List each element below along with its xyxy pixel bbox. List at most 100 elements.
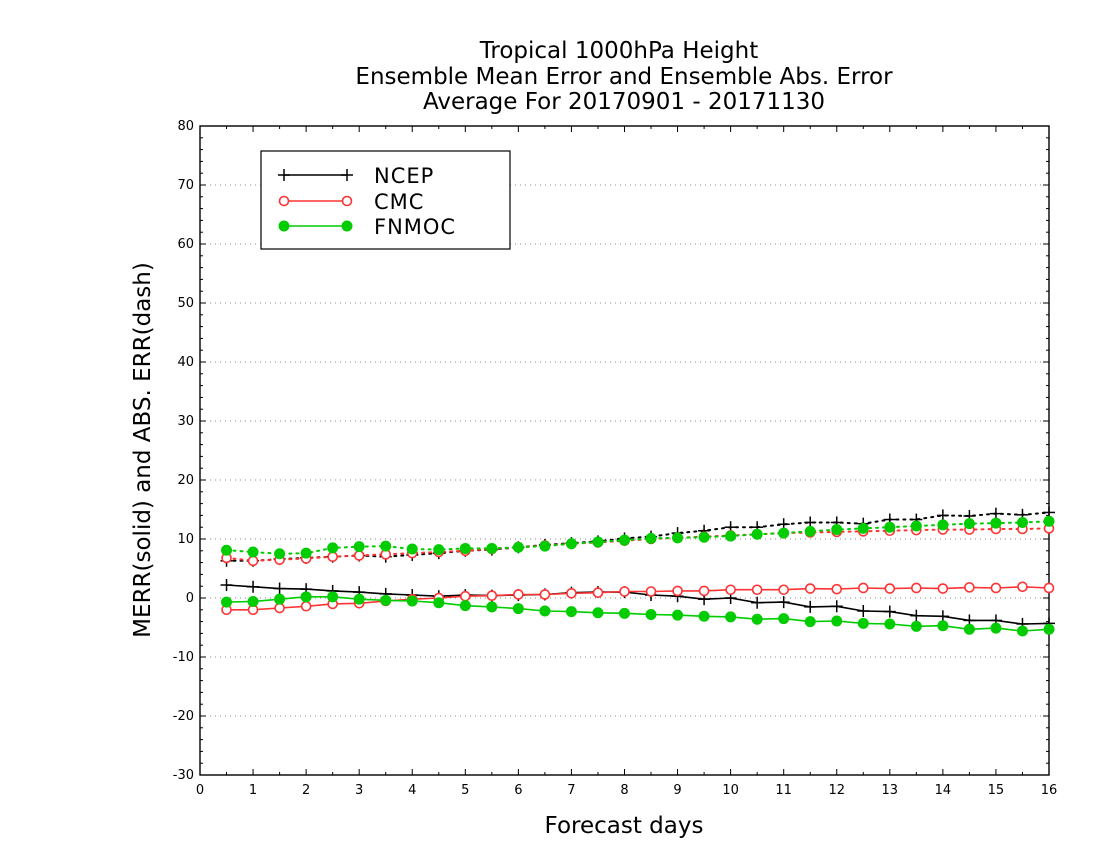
y-tick-label: 60 [177, 237, 194, 252]
x-tick-label: 4 [408, 783, 416, 798]
fnmoc-abs-error-point [910, 520, 922, 532]
fnmoc-mean-error-point [963, 623, 975, 635]
cmc-mean-error-point [751, 584, 763, 596]
ncep-mean-error-point [857, 604, 870, 617]
x-tick-label: 1 [249, 783, 257, 798]
y-tick-label: 40 [177, 355, 194, 370]
fnmoc-mean-error-point [459, 600, 471, 612]
cmc-mean-error-point [300, 600, 312, 612]
cmc-mean-error-point [990, 582, 1002, 594]
fnmoc-abs-error-point [698, 531, 710, 543]
cmc-mean-error-point [566, 587, 577, 599]
fnmoc-mean-error-point [778, 613, 790, 625]
cmc-mean-error-point [831, 583, 843, 595]
series-layer [220, 506, 1055, 637]
fnmoc-mean-error-point [672, 609, 684, 621]
x-tick-label: 7 [567, 783, 575, 798]
fnmoc-mean-error-point [433, 597, 445, 609]
fnmoc-abs-error-point [1043, 515, 1055, 527]
y-tick-label: 0 [186, 591, 194, 606]
fnmoc-abs-error-point [539, 540, 551, 552]
cmc-mean-error-point [486, 590, 498, 601]
x-tick-label: 3 [355, 783, 363, 798]
cmc-mean-error-point [804, 583, 816, 594]
fnmoc-abs-error-point [1016, 516, 1028, 528]
fnmoc-abs-error-point [831, 524, 843, 536]
ncep-mean-error-point [273, 582, 286, 595]
fnmoc-abs-error-point [353, 541, 365, 553]
fnmoc-mean-error-point [857, 617, 869, 629]
cmc-mean-error-point [592, 587, 604, 598]
y-tick-label: 80 [177, 119, 194, 134]
fnmoc-mean-error-point [327, 591, 339, 603]
x-tick-label: 6 [514, 783, 522, 798]
title-line-1: Tropical 1000hPa Height [479, 38, 759, 64]
legend-label-cmc: CMC [374, 190, 424, 214]
fnmoc-mean-error-point [486, 601, 498, 613]
fnmoc-abs-error-point [619, 534, 630, 546]
fnmoc-mean-error-point [406, 595, 418, 607]
x-tick-label: 9 [673, 783, 681, 798]
x-tick-label: 14 [935, 783, 952, 798]
legend-marker-fnmoc [278, 220, 290, 232]
cmc-mean-error-point [725, 584, 736, 596]
legend-item-ncep: NCEP [278, 164, 434, 188]
cmc-mean-error-point [1017, 581, 1028, 593]
ncep-mean-error-point [910, 609, 923, 622]
fnmoc-abs-error-point [937, 519, 949, 531]
fnmoc-abs-error-point [963, 518, 975, 530]
ncep-abs-error-line [225, 511, 1050, 562]
ncep-mean-error-point [883, 605, 896, 618]
fnmoc-mean-error-line [226, 595, 1050, 632]
fnmoc-mean-error-point [619, 607, 630, 619]
ncep-mean-error-point [830, 600, 843, 613]
chart-title: Tropical 1000hPa Height Ensemble Mean Er… [355, 38, 893, 115]
ncep-mean-error-point [751, 596, 764, 609]
fnmoc-abs-error-point [459, 542, 471, 554]
y-tick-label: 10 [177, 532, 194, 547]
cmc-mean-error-point [645, 586, 657, 597]
legend-label-fnmoc: FNMOC [374, 215, 456, 239]
legend-label-ncep: NCEP [374, 164, 434, 188]
series-ncep [220, 506, 1055, 630]
cmc-mean-error-point [778, 584, 789, 596]
x-axis-label: Forecast days [545, 813, 704, 839]
cmc-mean-error-point [884, 583, 896, 594]
cmc-mean-error-point [964, 582, 975, 593]
legend-box [260, 150, 511, 250]
fnmoc-mean-error-point [1043, 623, 1055, 635]
fnmoc-abs-error-point [247, 546, 259, 558]
cmc-mean-error-point [857, 582, 869, 594]
fnmoc-abs-error-point [778, 527, 790, 539]
cmc-mean-error-point [698, 585, 710, 597]
fnmoc-mean-error-point [937, 620, 949, 632]
y-tick-label: 30 [177, 414, 194, 429]
fnmoc-mean-error-point [804, 616, 816, 628]
y-tick-label: 70 [177, 178, 194, 193]
legend-marker-cmc [341, 195, 353, 207]
cmc-mean-error-point [539, 589, 551, 600]
cmc-abs-error-point [327, 551, 338, 563]
series-fnmoc [221, 515, 1055, 637]
fnmoc-mean-error-point [990, 622, 1002, 634]
fnmoc-abs-error-point [512, 541, 524, 553]
fnmoc-mean-error-point [353, 593, 365, 605]
x-tick-label: 10 [722, 783, 739, 798]
fnmoc-abs-error-point [565, 538, 577, 550]
legend-item-cmc: CMC [278, 190, 424, 214]
y-axis-label: MERR(solid) and ABS. ERR(dash) [130, 262, 156, 638]
legend-item-fnmoc: FNMOC [278, 215, 456, 239]
x-tick-label: 15 [988, 783, 1005, 798]
fnmoc-abs-error-point [751, 528, 763, 540]
cmc-abs-error-line [225, 527, 1050, 562]
legend-marker-fnmoc [341, 220, 353, 232]
x-tick-label: 13 [882, 783, 899, 798]
legend-marker-ncep [341, 169, 353, 181]
cmc-abs-error-point [247, 555, 259, 567]
cmc-mean-error-point [937, 583, 949, 594]
cmc-mean-error-point [672, 585, 683, 597]
x-tick-label: 11 [775, 783, 792, 798]
x-tick-label: 5 [461, 783, 469, 798]
fnmoc-mean-error-point [751, 613, 763, 625]
